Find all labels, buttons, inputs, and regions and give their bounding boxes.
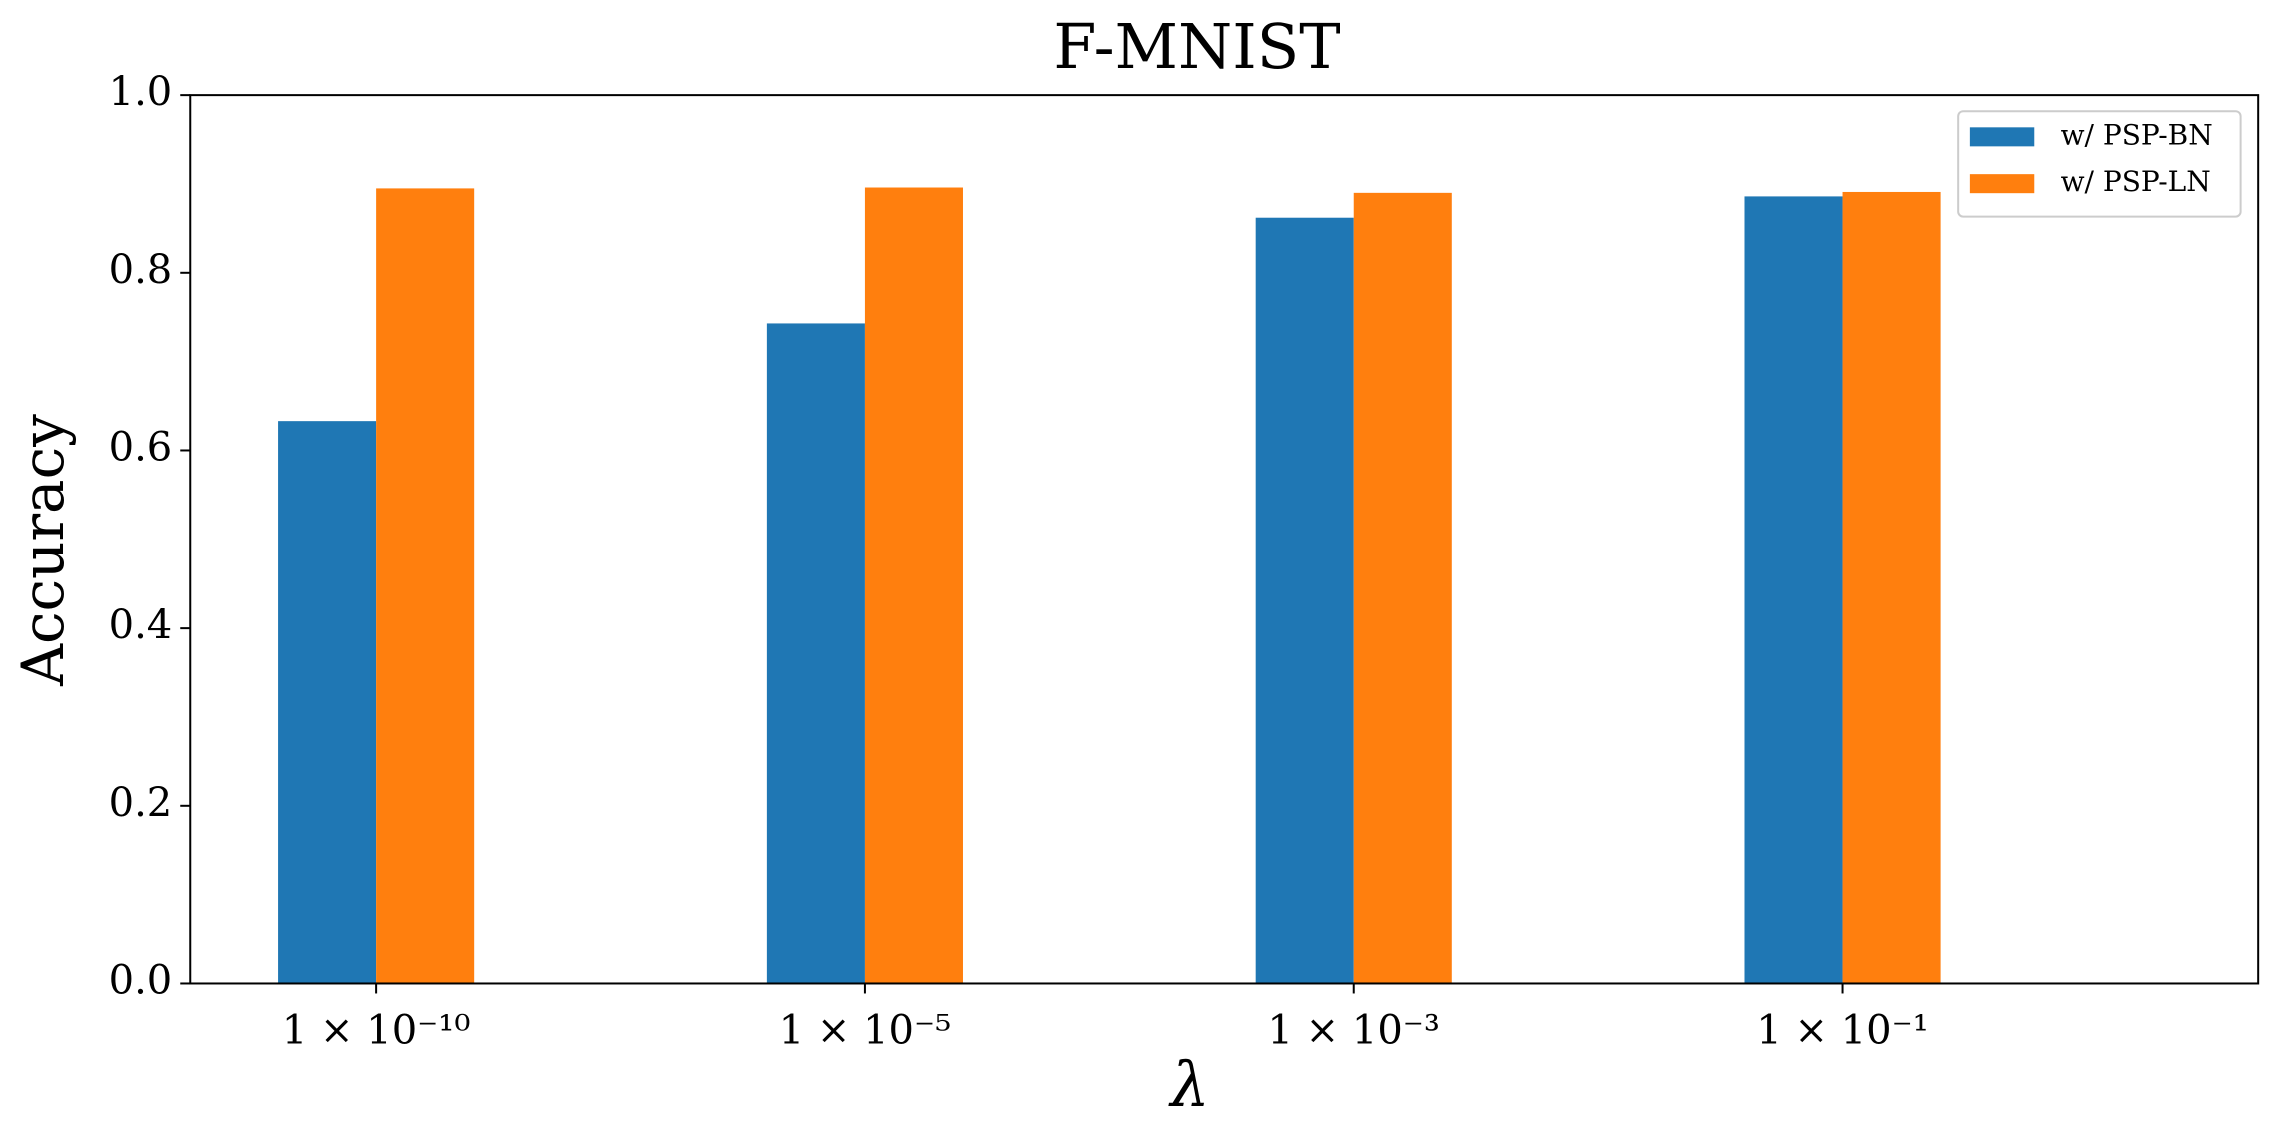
legend-label: w/ PSP-BN [2061,118,2213,151]
y-tick-label: 0.8 [109,247,173,293]
y-tick-label: 0.0 [109,957,173,1003]
legend-swatch [1969,127,2035,147]
bar [766,323,865,984]
y-tick-label: 0.2 [109,780,173,826]
bar [1255,217,1354,984]
y-axis-label: Accuracy [9,414,77,687]
y-tick-label: 0.4 [109,602,173,648]
y-tick-label: 0.6 [109,424,173,470]
legend-swatch [1969,174,2035,194]
bar [1353,192,1452,984]
y-tick-label: 1.0 [109,69,173,115]
x-tick-label: 1 × 10⁻⁵ [779,1007,951,1053]
chart-title: F-MNIST [1053,10,1340,83]
bar [1744,196,1843,984]
bar [278,421,377,984]
bar [864,187,963,984]
bar [1842,191,1941,984]
legend-label: w/ PSP-LN [2061,165,2211,198]
bar [376,188,475,984]
plot-frame [189,94,2260,985]
x-tick-label: 1 × 10⁻¹⁰ [282,1007,470,1053]
x-tick-label: 1 × 10⁻³ [1268,1007,1440,1053]
x-tick-label: 1 × 10⁻¹ [1756,1007,1928,1053]
legend: w/ PSP-BN w/ PSP-LN [1957,110,2242,218]
x-axis-label: λ [1167,1048,1209,1121]
